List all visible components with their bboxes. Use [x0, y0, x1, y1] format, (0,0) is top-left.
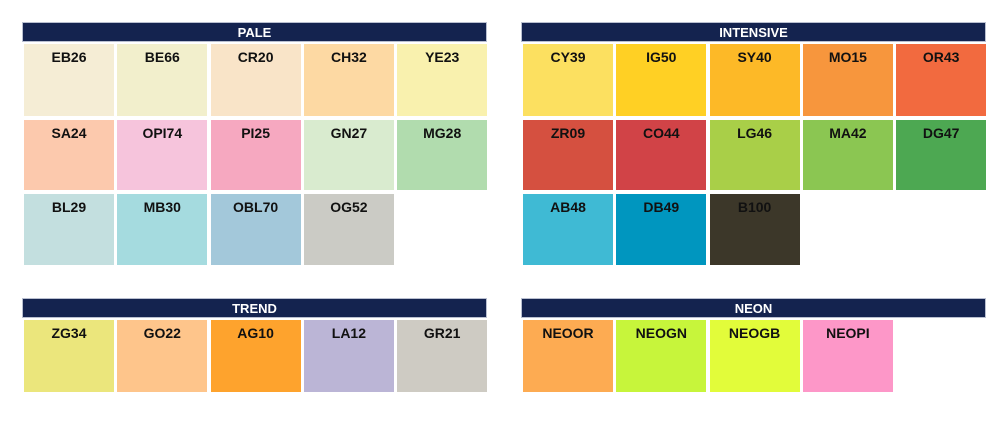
- swatch-label: OBL70: [233, 199, 279, 215]
- swatch-label: OG52: [330, 199, 368, 215]
- swatch-label: YE23: [425, 49, 460, 65]
- color-swatch: GO22: [117, 320, 208, 392]
- swatch-label: BE66: [144, 49, 180, 65]
- color-swatch: LG46: [709, 120, 800, 190]
- color-swatch: CO44: [616, 120, 707, 190]
- color-swatch: DG47: [896, 120, 987, 190]
- color-swatch: NEOPI: [802, 320, 893, 392]
- swatch-label: B100: [737, 199, 772, 215]
- color-swatch: PI25: [210, 120, 301, 190]
- color-swatch: YE23: [397, 44, 488, 116]
- color-swatch: NEOGB: [709, 320, 800, 392]
- swatch-label: MG28: [423, 125, 462, 141]
- color-swatch: NEOGN: [616, 320, 707, 392]
- color-swatch: AG10: [210, 320, 301, 392]
- swatch-label: NEOOR: [542, 325, 594, 341]
- swatch-label: SA24: [51, 125, 87, 141]
- swatch-label: CR20: [237, 49, 274, 65]
- color-swatch: MB30: [117, 194, 208, 265]
- group-header: PALE: [22, 22, 487, 42]
- color-swatch: B100: [709, 194, 800, 265]
- swatch-label: DB49: [643, 199, 680, 215]
- color-swatch: GN27: [303, 120, 394, 190]
- swatch-label: DG47: [922, 125, 960, 141]
- swatch-label: AG10: [237, 325, 274, 341]
- swatch-label: LA12: [331, 325, 366, 341]
- color-swatch: MG28: [397, 120, 488, 190]
- color-swatch: BL29: [24, 194, 114, 265]
- color-swatch: CR20: [210, 44, 301, 116]
- color-swatch: NEOOR: [523, 320, 613, 392]
- color-swatch: MO15: [802, 44, 893, 116]
- swatch-label: GN27: [330, 125, 368, 141]
- color-swatch: DB49: [616, 194, 707, 265]
- color-swatch: SA24: [24, 120, 114, 190]
- color-swatch: EB26: [24, 44, 114, 116]
- color-swatch: OPI74: [117, 120, 208, 190]
- color-swatch: OBL70: [210, 194, 301, 265]
- swatch-label: GR21: [423, 325, 461, 341]
- swatch-label: AB48: [550, 199, 586, 215]
- swatch-label: CH32: [330, 49, 367, 65]
- swatch-label: EB26: [51, 49, 87, 65]
- color-swatch: AB48: [523, 194, 613, 265]
- color-swatch: SY40: [709, 44, 800, 116]
- group-header: NEON: [521, 298, 986, 318]
- swatch-label: NEOPI: [826, 325, 870, 341]
- color-swatch: OG52: [303, 194, 394, 265]
- color-swatch: IG50: [616, 44, 707, 116]
- swatch-label: LG46: [737, 125, 773, 141]
- group-header: INTENSIVE: [521, 22, 986, 42]
- swatch-label: SY40: [737, 49, 772, 65]
- color-swatch: MA42: [802, 120, 893, 190]
- swatch-label: OR43: [922, 49, 960, 65]
- color-swatch: LA12: [303, 320, 394, 392]
- swatch-label: MA42: [829, 125, 867, 141]
- swatch-label: CY39: [550, 49, 586, 65]
- swatch-label: IG50: [646, 49, 677, 65]
- color-swatch: ZR09: [523, 120, 613, 190]
- swatch-label: MO15: [828, 49, 867, 65]
- color-swatch: CY39: [523, 44, 613, 116]
- color-swatch: ZG34: [24, 320, 114, 392]
- swatch-label: GO22: [143, 325, 181, 341]
- swatch-label: PI25: [241, 125, 270, 141]
- color-swatch: BE66: [117, 44, 208, 116]
- swatch-label: CO44: [643, 125, 680, 141]
- swatch-label: ZR09: [550, 125, 586, 141]
- color-swatch: OR43: [896, 44, 987, 116]
- color-swatch: GR21: [397, 320, 488, 392]
- swatch-label: BL29: [51, 199, 87, 215]
- swatch-label: NEOGB: [728, 325, 781, 341]
- swatch-label: ZG34: [51, 325, 87, 341]
- color-swatch: CH32: [303, 44, 394, 116]
- swatch-label: NEOGN: [635, 325, 687, 341]
- group-header: TREND: [22, 298, 487, 318]
- swatch-label: OPI74: [142, 125, 183, 141]
- swatch-label: MB30: [143, 199, 181, 215]
